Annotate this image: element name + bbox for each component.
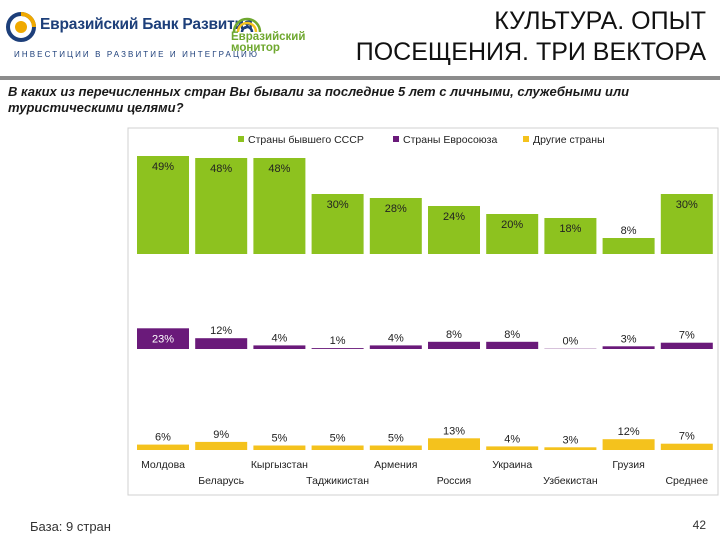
bar-2-3 [311, 445, 364, 450]
value-label-1-7: 0% [562, 336, 578, 348]
bar-2-9 [660, 443, 713, 450]
monitor-line1: Евразийский [231, 31, 306, 43]
value-label-2-4: 5% [388, 433, 404, 445]
chart-bars: 49% 48% 48% 30% 28% 24% 20% 18% 8% 30% 23% 12% 4% 1% 4… [137, 156, 713, 450]
category-label-0: Молдова [141, 459, 185, 471]
page-number: 42 [692, 518, 706, 532]
x-axis-labels: Молдова Беларусь Кыргызстан Таджикистан Арме… [141, 459, 708, 487]
value-label-2-8: 12% [618, 426, 640, 438]
value-label-2-3: 5% [330, 433, 346, 445]
page-title-line1: КУЛЬТУРА. ОПЫТ [494, 7, 706, 35]
rainbow-icon [232, 17, 262, 33]
category-label-4: Армения [374, 459, 417, 471]
bar-2-7 [544, 447, 597, 450]
bank-logo: Евразийский Банк Развития ИНВЕСТИЦИИ В Р… [6, 10, 257, 60]
value-label-0-5: 24% [443, 211, 465, 223]
series-0: 49% 48% 48% 30% 28% 24% 20% 18% 8% 30% [137, 156, 713, 254]
value-label-1-0: 23% [152, 333, 174, 345]
value-label-0-4: 28% [385, 203, 407, 215]
value-label-1-2: 4% [271, 332, 287, 344]
page-title-line2: ПОСЕЩЕНИЯ. ТРИ ВЕКТОРА [355, 38, 706, 66]
legend-label-1: Страны Евросоюза [403, 134, 497, 146]
value-label-2-6: 4% [504, 433, 520, 445]
bar-1-9 [660, 342, 713, 349]
sample-base: База: 9 стран [30, 519, 111, 534]
legend-swatch-1 [393, 136, 399, 142]
survey-question: В каких из перечисленных стран Вы бывали… [8, 84, 630, 115]
value-label-1-1: 12% [210, 325, 232, 337]
bar-1-6 [486, 341, 539, 349]
bank-tagline: ИНВЕСТИЦИИ В РАЗВИТИЕ И ИНТЕГРАЦИЮ [14, 50, 260, 59]
value-label-1-8: 3% [621, 333, 637, 345]
value-label-0-0: 49% [152, 161, 174, 173]
bar-1-4 [369, 345, 422, 349]
bar-2-0 [137, 444, 189, 450]
bar-0-7 [544, 218, 597, 254]
legend-swatch-0 [238, 136, 244, 142]
value-label-1-9: 7% [679, 330, 695, 342]
title-divider [0, 76, 720, 80]
bar-0-1 [195, 158, 248, 254]
bar-0-8 [602, 238, 655, 254]
bar-1-5 [428, 341, 480, 349]
value-label-2-7: 3% [562, 434, 578, 446]
monitor-line2: монитор [231, 42, 280, 54]
value-label-2-5: 13% [443, 425, 465, 437]
value-label-1-5: 8% [446, 329, 462, 341]
monitor-logo: Евразийский монитор [230, 12, 306, 58]
series-1: 23% 12% 4% 1% 4% 8% 8% 0% 3% 7% [137, 325, 713, 349]
page-title: КУЛЬТУРА. ОПЫТ ПОСЕЩЕНИЯ. ТРИ ВЕКТОРА [276, 6, 706, 68]
bar-1-2 [253, 345, 306, 349]
bar-0-0 [137, 156, 189, 254]
value-label-0-1: 48% [210, 163, 232, 175]
value-label-0-7: 18% [559, 223, 581, 235]
value-label-0-2: 48% [268, 163, 290, 175]
bar-0-2 [253, 158, 306, 254]
value-label-1-3: 1% [330, 335, 346, 347]
bar-0-3 [311, 194, 364, 254]
bar-2-2 [253, 445, 306, 450]
bar-2-8 [602, 439, 655, 450]
legend-swatch-2 [523, 136, 529, 142]
value-label-0-8: 8% [621, 225, 637, 237]
value-label-0-3: 30% [327, 199, 349, 211]
series-2: 6% 9% 5% 5% 5% 13% 4% 3% 12% 7% [137, 425, 713, 450]
value-label-2-0: 6% [155, 432, 171, 444]
value-label-0-6: 20% [501, 219, 523, 231]
legend-label-0: Страны бывшего СССР [248, 134, 364, 146]
category-label-1: Беларусь [198, 475, 244, 487]
bar-2-6 [486, 446, 539, 450]
value-label-1-4: 4% [388, 332, 404, 344]
value-label-2-1: 9% [213, 429, 229, 441]
bank-logo-icon [6, 12, 36, 42]
value-label-2-2: 5% [271, 433, 287, 445]
value-label-2-9: 7% [679, 431, 695, 443]
legend-label-2: Другие страны [533, 134, 605, 146]
value-label-1-6: 8% [504, 329, 520, 341]
bar-0-5 [428, 206, 480, 254]
category-label-7: Узбекистан [543, 475, 598, 487]
bar-2-5 [428, 438, 480, 450]
bar-1-0 [137, 328, 189, 349]
bar-1-1 [195, 338, 248, 349]
bar-0-9 [660, 194, 713, 254]
bar-1-8 [602, 346, 655, 349]
category-label-2: Кыргызстан [251, 459, 308, 471]
category-label-9: Среднее [665, 475, 708, 487]
chart-legend: Страны бывшего СССР Страны Евросоюза Други… [238, 134, 605, 146]
category-label-6: Украина [492, 459, 532, 471]
bar-2-1 [195, 441, 248, 450]
bar-2-4 [369, 445, 422, 450]
value-label-0-9: 30% [676, 199, 698, 211]
category-label-5: Россия [437, 475, 471, 487]
bar-0-6 [486, 214, 539, 254]
category-label-3: Таджикистан [306, 475, 369, 487]
monitor-name: Евразийский монитор [231, 31, 306, 54]
bar-1-3 [311, 348, 364, 349]
category-label-8: Грузия [612, 459, 644, 471]
bar-0-4 [369, 198, 422, 254]
bank-name: Евразийский Банк Развития [40, 16, 253, 33]
